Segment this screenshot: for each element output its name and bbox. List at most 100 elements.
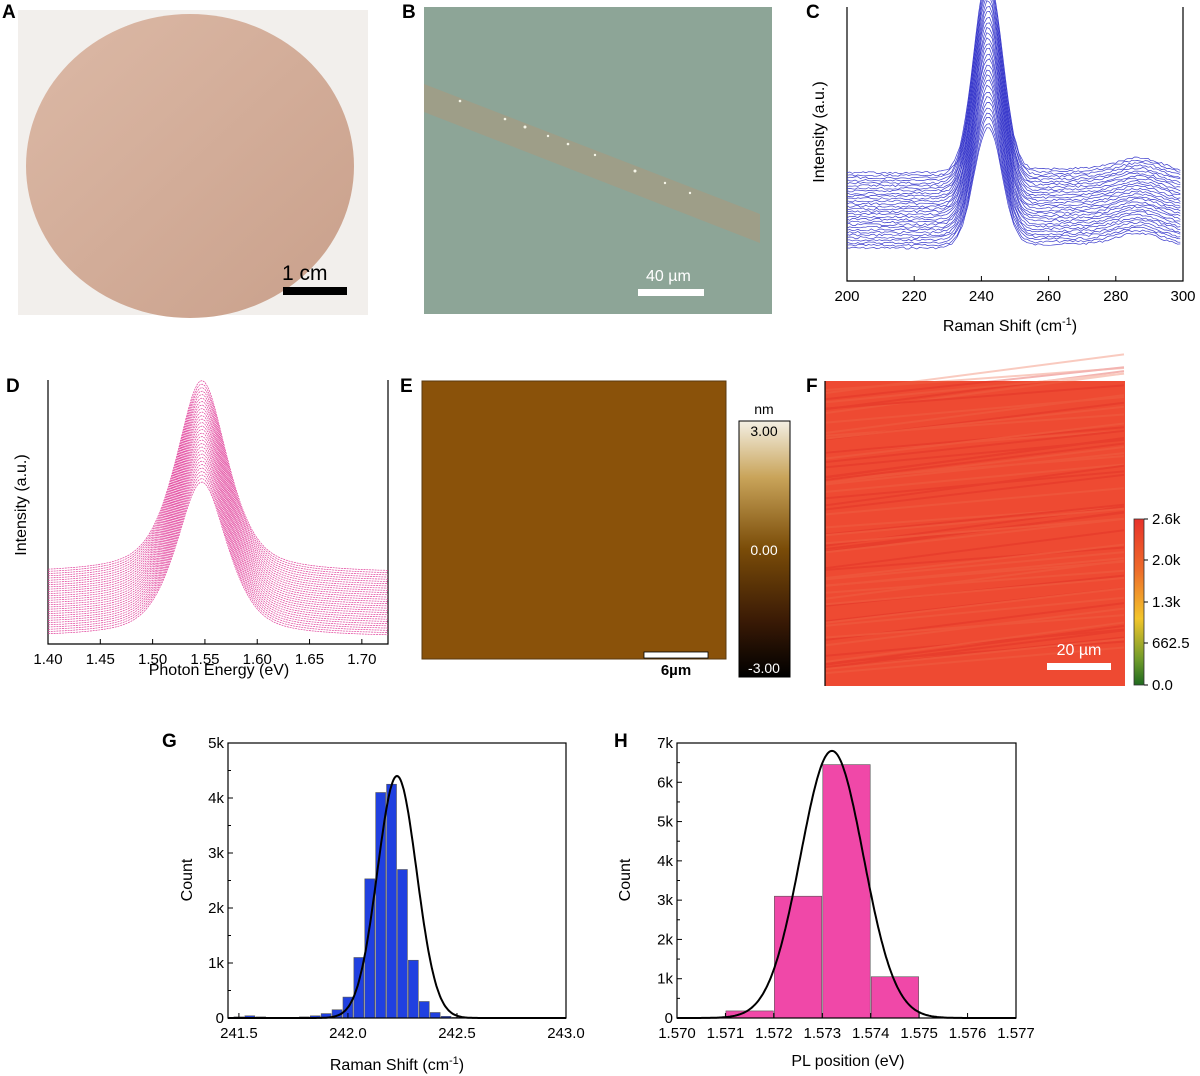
x-tick-label-c: 280 [1103, 288, 1128, 305]
colorbar-ticks-f [1144, 518, 1148, 686]
pl-map-streak [825, 505, 1125, 529]
raman-spectrum-line [846, 0, 1181, 174]
pl-map-streak [825, 366, 1125, 401]
raman-spectrum-line [846, 11, 1181, 193]
y-tick-label: 2k [657, 931, 673, 948]
panel-b: B 40 µm [402, 2, 772, 314]
panel-label-c: C [806, 2, 820, 23]
wafer-disc [26, 14, 354, 318]
colorbar-tick-e-bottom: -3.00 [748, 660, 780, 676]
x-tick-label-c: 200 [834, 288, 859, 305]
x-tick-label: 1.572 [755, 1025, 793, 1042]
raman-spectrum-line [846, 16, 1181, 195]
panel-label-b: B [402, 2, 416, 23]
raman-spectrum-line [846, 0, 1181, 177]
pl-map-streak [825, 429, 1125, 454]
x-tick-label: 242.0 [329, 1025, 367, 1042]
x-tick-label-d: 1.65 [295, 651, 324, 668]
pl-map-streak [825, 637, 1125, 670]
colorbar-tick-e-top: 3.00 [750, 423, 777, 439]
pl-map-streak [825, 607, 1125, 647]
panel-g: G 0 1k 2k 3k 4k 5k 241.5 242.0 242.5 243.0 Raman … [162, 731, 585, 1074]
x-axis-label-h: PL position (eV) [791, 1053, 904, 1070]
pl-map-streak [825, 587, 1125, 623]
plot-frame [227, 742, 567, 1019]
raman-spectrum-line [846, 107, 1181, 240]
colorbar-tick-e-mid: 0.00 [750, 542, 777, 558]
x-tick-label-d: 1.40 [33, 651, 62, 668]
scalebar-label-f: 20 µm [1057, 642, 1102, 659]
y-tick-label: 3k [208, 845, 224, 862]
x-tick-label: 1.577 [997, 1025, 1035, 1042]
pl-map-streak [825, 413, 1125, 437]
y-tick-label: 0 [216, 1010, 224, 1027]
colorbar-e [738, 420, 791, 678]
panel-f: F 20 µm 2.6k 2.0k 1.3k 662.5 0.0 [806, 353, 1190, 694]
histogram-bar [419, 1001, 430, 1019]
pl-map-streak [825, 596, 1125, 627]
pl-spectrum-line [47, 457, 388, 620]
x-axis-label-g: Raman Shift (cm-1) [330, 1055, 464, 1074]
panel-label-g: G [162, 731, 177, 752]
panel-label-e: E [400, 376, 413, 397]
x-tick-label: 243.0 [547, 1025, 585, 1042]
pl-spectrum-line [47, 453, 389, 618]
pl-histogram: 0 1k 2k 3k 4k 5k 6k 7k 1.570 1.571 1.572 1.573 1.574… [657, 735, 1035, 1042]
pl-map-streak [825, 507, 1125, 537]
y-axis-label-g: Count [179, 858, 196, 901]
histogram-bar [397, 869, 408, 1019]
pl-spectrum-line [47, 467, 389, 627]
plot-frame-d [47, 380, 389, 645]
panel-e: E 6µm nm 3.00 0.00 -3.00 [400, 376, 791, 679]
pl-spectrum-line [47, 481, 389, 636]
y-tick-label: 6k [657, 774, 673, 791]
pl-spectrum-line [47, 425, 389, 600]
pl-map-streak [825, 587, 1125, 624]
pl-map-streak [825, 372, 1125, 414]
x-tick-label: 242.5 [438, 1025, 476, 1042]
pl-map-streak [825, 405, 1125, 440]
pl-map-streak [825, 487, 1125, 516]
raman-spectrum-line [846, 79, 1181, 227]
pl-map-streak [825, 366, 1125, 391]
panel-label-f: F [806, 376, 818, 397]
pl-spectrum-line [47, 443, 388, 611]
raman-spectrum-line [846, 102, 1181, 237]
pl-spectrum-line [47, 474, 388, 631]
colorbar-tick-f-1: 2.0k [1152, 552, 1181, 569]
pl-spectra-plot: 1.40 1.45 1.50 1.55 1.60 1.65 1.70 [33, 380, 389, 668]
histogram-bar [429, 1012, 441, 1019]
pl-map-streak [825, 646, 1125, 675]
pl-map-streak [825, 505, 1125, 547]
raman-spectrum-line [846, 58, 1181, 216]
raman-spectrum-line [846, 0, 1181, 188]
x-axis-label-d: Photon Energy (eV) [149, 662, 290, 679]
y-axis-label-d: Intensity (a.u.) [13, 454, 30, 555]
x-tick-label: 1.576 [949, 1025, 987, 1042]
y-tick-label: 0 [665, 1010, 673, 1027]
pl-map-streak [825, 422, 1125, 460]
pl-map [825, 381, 1125, 686]
scalebar-label-b: 40 µm [646, 268, 691, 285]
pl-map-streak [825, 640, 1125, 664]
raman-spectrum-line [846, 84, 1181, 229]
pl-spectrum-line [47, 408, 389, 589]
raman-spectrum-line [846, 43, 1181, 208]
pl-map-streak [825, 370, 1125, 411]
pl-spectrum-line [47, 422, 388, 598]
pl-spectrum-line [47, 429, 389, 602]
raman-spectrum-line [846, 69, 1181, 221]
pl-map-streak [825, 511, 1125, 551]
pl-map-streak [825, 517, 1125, 545]
x-tick-label: 1.571 [707, 1025, 745, 1042]
pl-map-streak [825, 464, 1125, 507]
pl-spectrum-line [47, 415, 389, 593]
pl-map-texture [825, 353, 1125, 675]
pl-spectrum-line [47, 436, 389, 607]
x-tick-label-d: 1.60 [243, 651, 272, 668]
raman-spectra-plot: 200 220 240 260 280 300 [834, 0, 1196, 305]
scalebar-label-e: 6µm [661, 662, 691, 679]
x-tick-label: 1.573 [804, 1025, 842, 1042]
x-tick-label-d: 1.55 [190, 651, 219, 668]
x-tick-label: 241.5 [220, 1025, 258, 1042]
